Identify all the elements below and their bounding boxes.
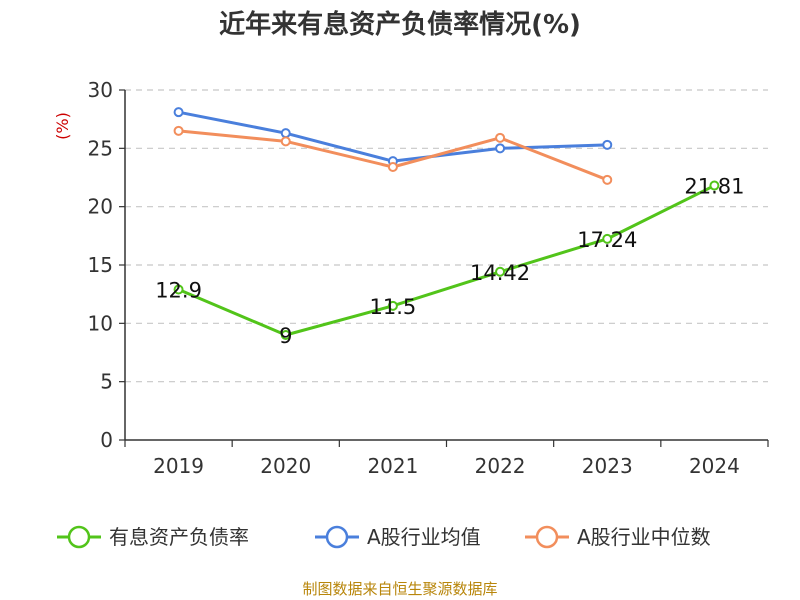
x-tick-label: 2023 [582, 454, 633, 478]
data-point[interactable] [280, 330, 291, 340]
source-note: 制图数据来自恒生聚源数据库 [302, 580, 497, 598]
legend-item[interactable]: A股行业均值 [315, 525, 481, 549]
data-point[interactable] [387, 300, 398, 311]
data-point[interactable] [602, 174, 613, 185]
y-axis-unit: (%) [53, 112, 72, 140]
legend-label: 有息资产负债率 [109, 525, 249, 549]
y-tick-label: 20 [88, 195, 113, 219]
legend-swatch-marker [67, 525, 91, 549]
series-lines [173, 107, 720, 340]
x-tick-label: 2020 [260, 454, 311, 478]
data-point[interactable] [280, 136, 291, 147]
data-point[interactable] [495, 132, 506, 143]
data-point[interactable] [173, 107, 184, 118]
legend-label: A股行业均值 [367, 525, 481, 549]
legend-label: A股行业中位数 [577, 525, 711, 549]
y-tick-label: 30 [88, 78, 113, 102]
data-point[interactable] [173, 284, 184, 295]
legend-swatch-marker [325, 525, 349, 549]
legend-item[interactable]: A股行业中位数 [525, 525, 711, 549]
data-point[interactable] [709, 180, 720, 191]
data-point[interactable] [495, 143, 506, 154]
data-point[interactable] [173, 125, 184, 136]
y-tick-label: 15 [88, 253, 113, 277]
legend-swatch-marker [535, 525, 559, 549]
axes: 0 5 10 15 20 25 30 2019 2020 2021 2022 2023 2024 [88, 78, 769, 478]
data-label: 11.5 [370, 295, 417, 319]
data-label: 12.9 [155, 279, 202, 303]
y-tick-label: 0 [100, 428, 113, 452]
x-tick-label: 2021 [367, 454, 418, 478]
data-label: 9 [279, 324, 292, 348]
x-tick-label: 2022 [475, 454, 526, 478]
series-line [178, 129, 608, 182]
x-tick-label: 2019 [153, 454, 204, 478]
data-point[interactable] [602, 233, 613, 244]
y-tick-label: 10 [88, 311, 113, 335]
data-label: 17.24 [577, 228, 637, 252]
gridlines [125, 89, 768, 383]
data-label: 21.81 [684, 175, 744, 199]
data-label: 14.42 [470, 261, 530, 285]
chart-title: 近年来有息资产负债率情况(%) [219, 9, 581, 40]
legend-item[interactable]: 有息资产负债率 [57, 525, 249, 549]
data-labels: 12.9 9 11.5 14.42 17.24 21.81 [155, 175, 744, 348]
series-line [177, 184, 716, 337]
data-point[interactable] [280, 128, 291, 139]
y-tick-label: 5 [100, 370, 113, 394]
legend[interactable]: 有息资产负债率 A股行业均值 A股行业中位数 [57, 525, 711, 549]
x-tick-label: 2024 [689, 454, 740, 478]
data-point[interactable] [602, 139, 613, 150]
data-point[interactable] [495, 266, 506, 277]
data-point[interactable] [387, 162, 398, 172]
y-tick-label: 25 [88, 136, 113, 160]
